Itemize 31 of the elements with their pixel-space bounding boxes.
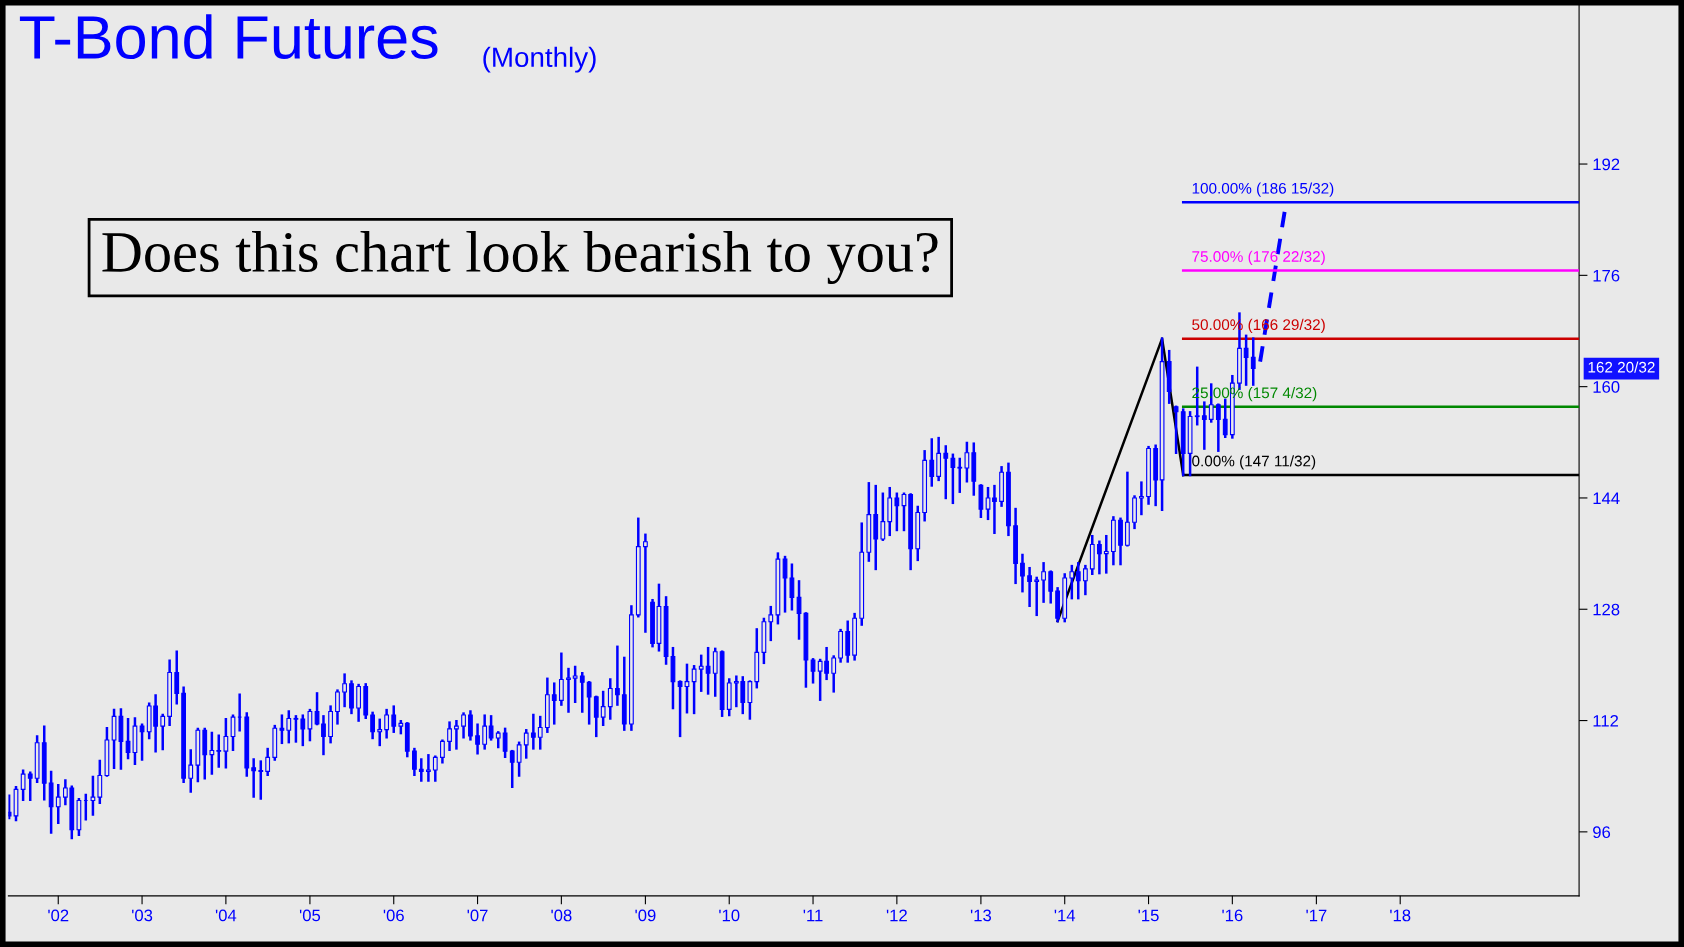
x-tick-label: '16 <box>1222 909 1243 922</box>
x-tick-label: '07 <box>467 909 488 922</box>
x-tick-label: '14 <box>1054 909 1076 922</box>
y-tick-label: 96 <box>1593 826 1611 839</box>
chart-title: T-Bond Futures <box>19 14 438 60</box>
x-tick-label: '10 <box>719 909 740 922</box>
series-label: 100.00% (186 15/32) <box>1192 182 1334 197</box>
x-tick-label: '05 <box>299 909 321 922</box>
annotation: Does this chart look bearish to you? <box>102 231 938 285</box>
x-tick-label: '06 <box>383 909 404 922</box>
x-tick-label: '04 <box>215 909 237 922</box>
x-tick-label: '11 <box>803 909 823 922</box>
y-tick-label: 128 <box>1593 603 1620 616</box>
x-tick-label: '17 <box>1306 909 1327 922</box>
x-tick-label: '13 <box>970 909 992 922</box>
y-tick-label: 112 <box>1593 714 1619 727</box>
x-tick-label: '18 <box>1390 909 1411 922</box>
x-tick-label: '08 <box>551 909 572 922</box>
text: 162 20/32 <box>1588 361 1655 373</box>
x-tick-label: '12 <box>886 909 907 922</box>
x-tick-label: '09 <box>635 909 656 922</box>
x-tick-label: '03 <box>132 909 153 922</box>
text: (Monthly) <box>483 46 596 73</box>
x-tick-label: '02 <box>48 909 69 922</box>
y-tick-label: 160 <box>1593 381 1620 393</box>
y-tick-label: 192 <box>1593 158 1620 171</box>
series-label: 0.00% (147 11/32) <box>1192 455 1316 470</box>
series-label: 75.00% (176 22/32) <box>1192 250 1325 265</box>
y-tick-label: 144 <box>1593 492 1620 504</box>
y-tick-label: 176 <box>1593 269 1620 282</box>
x-tick-label: '15 <box>1138 909 1159 922</box>
